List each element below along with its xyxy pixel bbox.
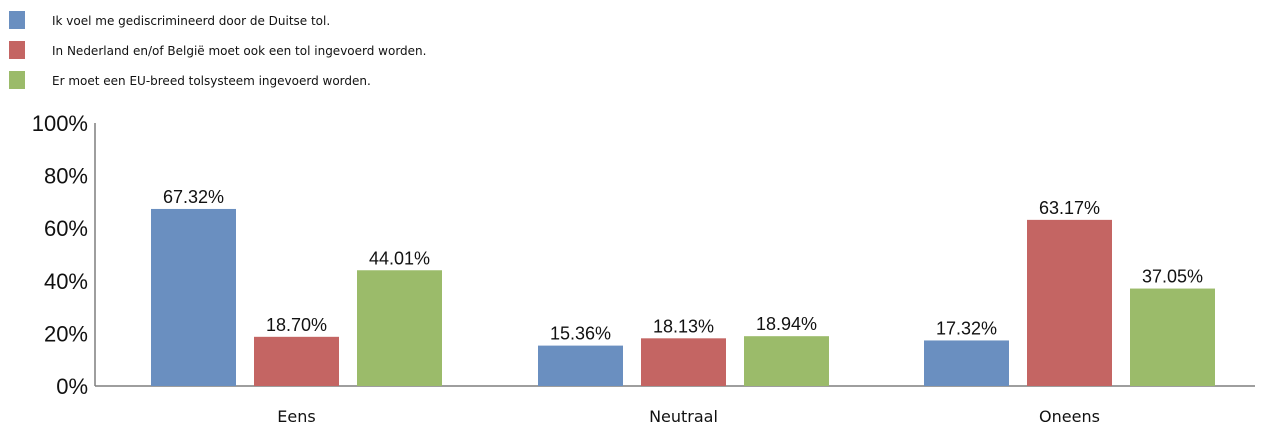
x-category-label: Oneens: [1039, 407, 1100, 426]
y-tick-label: 40%: [44, 269, 88, 294]
data-label: 63.17%: [1039, 198, 1100, 218]
category-labels: Eens Neutraal Oneens: [277, 407, 1100, 426]
bar-eens-series-3: [357, 270, 442, 386]
bar-eens-series-2: [254, 336, 339, 386]
y-tick-label: 100%: [32, 111, 88, 136]
bar-neutraal-series-3: [744, 336, 829, 386]
legend-swatch-3: [9, 71, 25, 89]
data-label: 67.32%: [163, 187, 224, 207]
y-tick-label: 0%: [56, 374, 88, 399]
legend-label-3: Er moet een EU-breed tolsysteem ingevoer…: [52, 74, 371, 88]
x-category-label: Eens: [277, 407, 315, 426]
bar-eens-series-1: [151, 208, 236, 386]
data-label: 18.70%: [266, 315, 327, 335]
data-label: 17.32%: [936, 318, 997, 338]
legend: Ik voel me gediscrimineerd door de Duits…: [9, 11, 426, 89]
bar-oneens-series-1: [924, 340, 1009, 386]
bar-oneens-series-2: [1027, 219, 1112, 386]
y-tick-label: 20%: [44, 321, 88, 346]
bar-neutraal-series-1: [538, 345, 623, 386]
value-labels: 67.32% 18.70% 44.01% 15.36% 18.13% 18.94% 17.3…: [163, 187, 1203, 344]
x-category-label: Neutraal: [649, 407, 718, 426]
data-label: 44.01%: [369, 248, 430, 268]
data-label: 15.36%: [550, 324, 611, 344]
legend-label-2: In Nederland en/of België moet ook een t…: [52, 44, 426, 58]
data-label: 18.94%: [756, 314, 817, 334]
bars: [151, 208, 1215, 386]
data-label: 18.13%: [653, 316, 714, 336]
y-tick-label: 80%: [44, 164, 88, 189]
data-label: 37.05%: [1142, 267, 1203, 287]
y-tick-label: 60%: [44, 216, 88, 241]
bar-neutraal-series-2: [641, 338, 726, 386]
legend-swatch-2: [9, 41, 25, 59]
legend-swatch-1: [9, 11, 25, 29]
legend-label-1: Ik voel me gediscrimineerd door de Duits…: [52, 14, 330, 28]
bar-oneens-series-3: [1130, 288, 1215, 386]
